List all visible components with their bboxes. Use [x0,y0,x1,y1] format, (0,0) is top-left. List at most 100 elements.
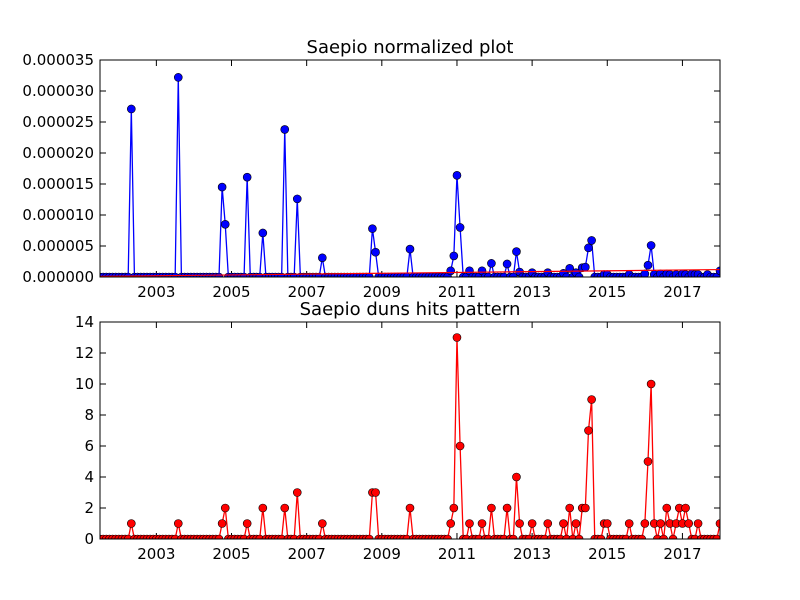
duns-hits-y-tick-label: 10 [75,375,94,393]
normalized-data-point [318,253,327,263]
duns-hits-data-point [509,534,518,539]
normalized-axes-frame [99,59,721,278]
duns-hits-axes-frame [99,321,721,540]
normalized-data-point [242,172,252,182]
normalized-data-point [581,262,590,272]
normalized-data-point [509,272,518,277]
normalized-x-tick-label: 2003 [137,283,175,301]
normalized-data-point [127,104,136,114]
duns-hits-x-tick-label: 2005 [212,545,250,563]
normalized-trend-line [100,268,720,277]
duns-hits-data-point [659,534,668,539]
duns-hits-x-tick-label: 2007 [288,545,326,563]
normalized-x-tick-label: 2011 [438,283,476,301]
duns-hits-data-point [214,534,224,539]
normalized-x-tick-label: 2015 [588,283,626,301]
duns-hits-y-tick-label: 14 [75,313,94,331]
duns-hits-data-point [314,534,324,539]
duns-hits-data-point [640,519,650,528]
duns-hits-x-tick-label: 2017 [663,545,701,563]
duns-hits-y-tick-label: 4 [84,468,94,486]
duns-hits-y-tick-label: 12 [75,344,94,362]
duns-hits-data-point [452,333,462,342]
duns-hits-data-point [574,534,584,539]
normalized-data-point [446,266,456,276]
normalized-data-point [574,272,584,277]
duns-hits-data-point [684,519,693,528]
duns-hits-data-point [443,534,452,539]
normalized-data-point [368,224,377,233]
duns-hits-data-point [693,519,703,528]
normalized-data-point [643,260,653,270]
duns-hits-x-tick-label: 2013 [513,545,551,563]
normalized-plot-area: 0.000000 0.000005 0.000010 0.000015 0.000020… [22,51,721,301]
duns-hits-data-point [449,503,459,513]
duns-hits-x-tick-label: 2003 [137,545,175,563]
duns-hits-data-point [587,395,596,404]
duns-hits-data-point [515,519,524,528]
normalized-data-point [565,264,575,273]
duns-hits-data-point [646,379,656,389]
duns-hits-data-point [364,534,374,539]
normalized-data-point [646,241,656,250]
duns-hits-data-point [289,534,299,539]
duns-hits-data-point [123,534,133,539]
duns-hits-data-point [662,503,672,513]
duns-hits-data-point [239,534,249,539]
duns-hits-data-point [405,503,415,513]
normalized-series-group [100,73,720,277]
duns-hits-data-point [568,534,578,539]
normalized-x-tick-label: 2013 [513,283,551,301]
duns-hits-y-tick-label: 0 [84,530,94,548]
duns-hits-data-point [402,534,412,539]
duns-hits-data-point [465,519,474,528]
duns-hits-data-point [477,519,487,528]
duns-hits-data-point [487,503,496,513]
duns-hits-data-point [277,534,286,539]
duns-hits-data-point [502,503,512,513]
duns-hits-x-tick-label: 2009 [363,545,401,563]
normalized-y-tick-label: 0.000030 [22,82,94,100]
duns-hits-data-point [556,534,565,539]
duns-hits-y-tick-label: 6 [84,437,94,455]
normalized-data-point [217,182,227,192]
duns-hits-data-point [280,503,290,513]
duns-hits-series-group [100,333,720,539]
normalized-y-tick-label: 0.000025 [22,113,94,131]
normalized-x-tick-label: 2005 [212,283,250,301]
duns-hits-data-point [173,519,183,528]
duns-hits-data-point [543,519,553,528]
duns-hits-data-point [255,534,264,539]
duns-hits-data-point [565,503,575,513]
duns-hits-x-tick-label: 2011 [438,545,476,563]
duns-hits-data-point [371,488,380,497]
duns-hits-data-point [690,534,700,539]
duns-hits-data-point [637,534,647,539]
duns-hits-data-point [220,503,230,513]
duns-hits-data-point [512,472,521,482]
duns-hits-data-point [712,534,720,539]
normalized-data-point [584,243,593,253]
duns-hits-data-point [540,534,549,539]
duns-hits-data-point [668,534,678,539]
duns-hits-data-point [318,519,327,528]
duns-hits-data-point [524,534,534,539]
normalized-data-point [587,236,596,245]
duns-hits-title: Saepio duns hits pattern [300,299,521,320]
normalized-x-tick-label: 2007 [288,283,326,301]
duns-hits-data-point [656,519,665,528]
normalized-y-tick-label: 0.000020 [22,144,94,162]
normalized-data-point [455,223,465,232]
normalized-data-point [502,259,512,269]
normalized-x-tick-label: 2009 [363,283,401,301]
normalized-y-tick-label: 0.000005 [22,237,94,255]
duns-hits-data-point [602,519,612,528]
duns-hits-data-point [127,519,136,528]
normalized-data-point [220,220,230,229]
normalized-data-point [173,73,183,82]
normalized-y-tick-label: 0.000000 [22,268,94,286]
duns-hits-data-point [474,534,484,539]
duns-hits-data-point [217,519,227,528]
normalized-data-point [292,194,302,204]
